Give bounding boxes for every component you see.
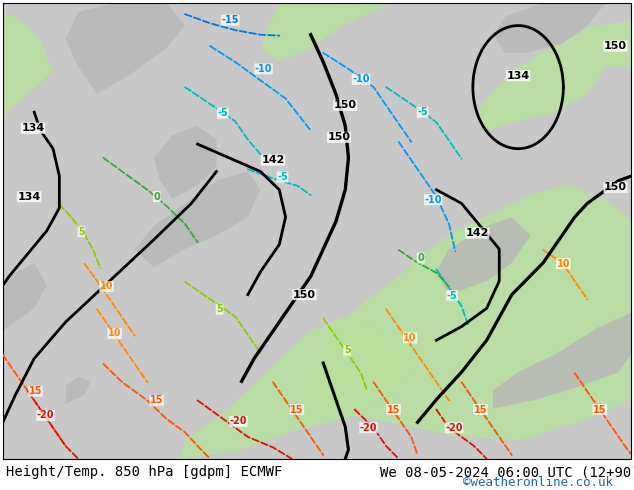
Polygon shape [298,185,631,441]
Text: 0: 0 [153,192,160,201]
Text: -20: -20 [359,423,377,433]
Text: 5: 5 [344,345,351,355]
Text: 15: 15 [29,386,42,396]
Text: 10: 10 [403,333,417,343]
Polygon shape [436,217,531,294]
Text: 15: 15 [474,405,487,415]
Text: 10: 10 [557,259,570,269]
Text: -5: -5 [217,108,228,118]
Text: 150: 150 [333,100,357,110]
Text: 142: 142 [261,155,285,165]
Text: 10: 10 [100,281,113,292]
Polygon shape [3,263,47,331]
Polygon shape [3,12,53,117]
Polygon shape [493,313,631,409]
Text: 142: 142 [465,228,489,238]
Polygon shape [66,377,91,404]
Text: 134: 134 [18,192,41,201]
Text: -5: -5 [417,107,428,117]
Text: -5: -5 [277,172,288,182]
Polygon shape [153,126,216,199]
Text: -10: -10 [425,195,442,205]
Text: 0: 0 [417,253,424,263]
Text: 150: 150 [293,290,316,299]
Polygon shape [474,21,631,130]
Text: 15: 15 [150,395,164,405]
Text: 15: 15 [387,405,401,415]
Polygon shape [179,318,418,459]
Text: ©weatheronline.co.uk: ©weatheronline.co.uk [463,476,613,489]
Text: Height/Temp. 850 hPa [gdpm] ECMWF: Height/Temp. 850 hPa [gdpm] ECMWF [6,465,283,479]
Text: 134: 134 [22,123,44,133]
Polygon shape [135,172,261,267]
Polygon shape [261,3,392,62]
Text: -10: -10 [255,64,273,74]
Text: We 08-05-2024 06:00 UTC (12+90): We 08-05-2024 06:00 UTC (12+90) [380,465,634,479]
Text: -15: -15 [221,15,239,25]
Text: 5: 5 [216,304,223,314]
Polygon shape [66,3,185,94]
Text: -20: -20 [230,416,247,426]
Text: 150: 150 [604,182,627,193]
Text: 150: 150 [604,41,627,51]
Text: 15: 15 [290,405,304,415]
Text: 5: 5 [78,227,85,237]
Text: 10: 10 [108,328,121,339]
Polygon shape [493,3,606,53]
Text: 134: 134 [507,71,530,81]
Text: -20: -20 [37,411,55,420]
Text: 15: 15 [593,405,607,415]
Text: -10: -10 [353,74,370,84]
Text: -5: -5 [447,291,458,300]
Text: 150: 150 [328,132,351,142]
Text: -20: -20 [445,423,463,433]
